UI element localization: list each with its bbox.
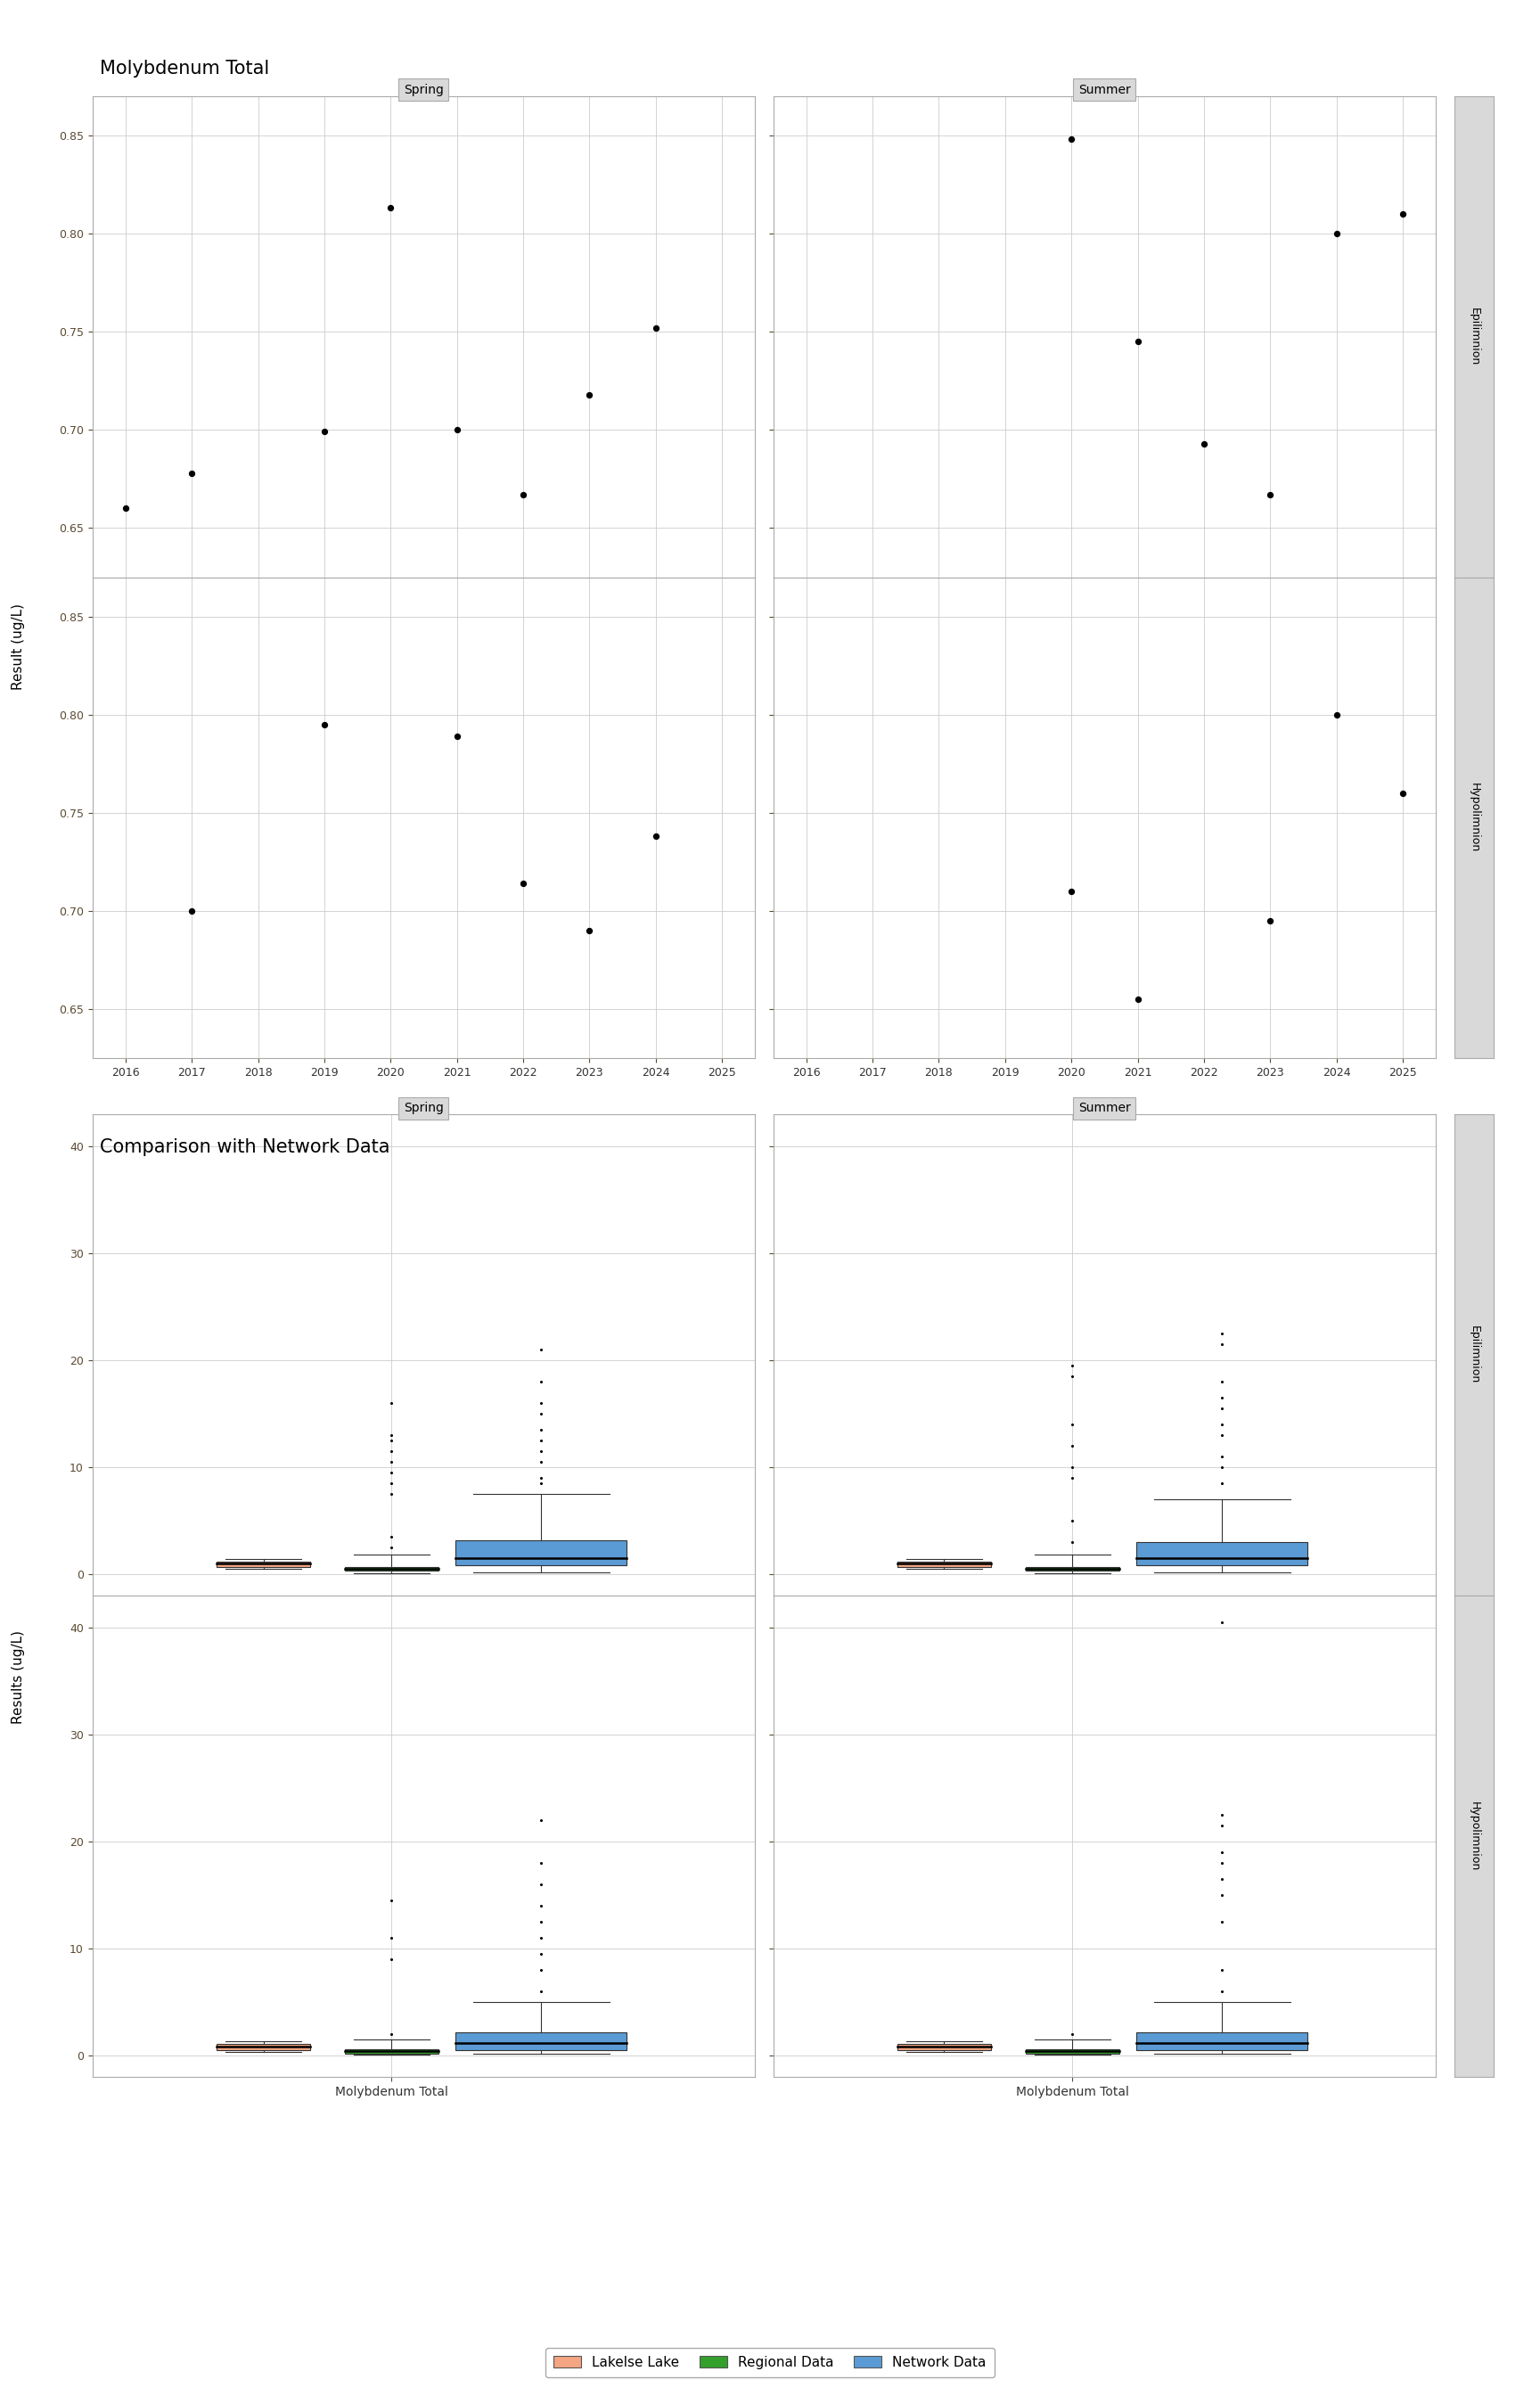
Bar: [456, 2032, 627, 2051]
Point: [313, 704, 337, 743]
Title: Summer: Summer: [1078, 84, 1130, 96]
Point: [445, 716, 470, 755]
Point: [644, 817, 668, 855]
Text: Molybdenum Total: Molybdenum Total: [100, 60, 270, 77]
Text: Results (ug/L): Results (ug/L): [12, 1629, 25, 1725]
Point: [445, 410, 470, 448]
Title: Summer: Summer: [1078, 1102, 1130, 1114]
Point: [114, 489, 139, 527]
Bar: [1026, 1567, 1120, 1572]
Point: [1391, 774, 1415, 812]
Bar: [898, 2044, 992, 2051]
Point: [578, 910, 602, 949]
Legend: Lakelse Lake, Regional Data, Network Data: Lakelse Lake, Regional Data, Network Dat…: [545, 2348, 995, 2377]
Title: Spring: Spring: [403, 1102, 444, 1114]
Bar: [1137, 1543, 1307, 1565]
Text: Hypolimnion: Hypolimnion: [1468, 1802, 1480, 1871]
Point: [1060, 872, 1084, 910]
Point: [1258, 474, 1283, 513]
Point: [1126, 321, 1150, 359]
Point: [1060, 120, 1084, 158]
Point: [1192, 424, 1217, 462]
Point: [313, 412, 337, 450]
Point: [1391, 194, 1415, 232]
Point: [511, 474, 536, 513]
Title: Spring: Spring: [403, 84, 444, 96]
Bar: [1137, 2032, 1307, 2051]
Point: [379, 189, 403, 228]
Text: Hypolimnion: Hypolimnion: [1468, 783, 1480, 853]
Bar: [345, 2049, 439, 2053]
Point: [1324, 213, 1349, 252]
Point: [1126, 980, 1150, 1018]
Bar: [217, 2044, 311, 2051]
Point: [511, 865, 536, 903]
Text: Epilimnion: Epilimnion: [1468, 307, 1480, 367]
Text: Result (ug/L): Result (ug/L): [12, 604, 25, 690]
Bar: [1026, 2049, 1120, 2053]
Point: [1324, 695, 1349, 733]
Bar: [456, 1541, 627, 1565]
Bar: [898, 1562, 992, 1567]
Bar: [217, 1562, 311, 1567]
Point: [1258, 901, 1283, 939]
Text: Epilimnion: Epilimnion: [1468, 1325, 1480, 1385]
Bar: [345, 1567, 439, 1572]
Point: [180, 891, 205, 930]
Point: [644, 309, 668, 347]
Text: Comparison with Network Data: Comparison with Network Data: [100, 1138, 390, 1155]
Point: [180, 453, 205, 491]
Point: [578, 376, 602, 415]
